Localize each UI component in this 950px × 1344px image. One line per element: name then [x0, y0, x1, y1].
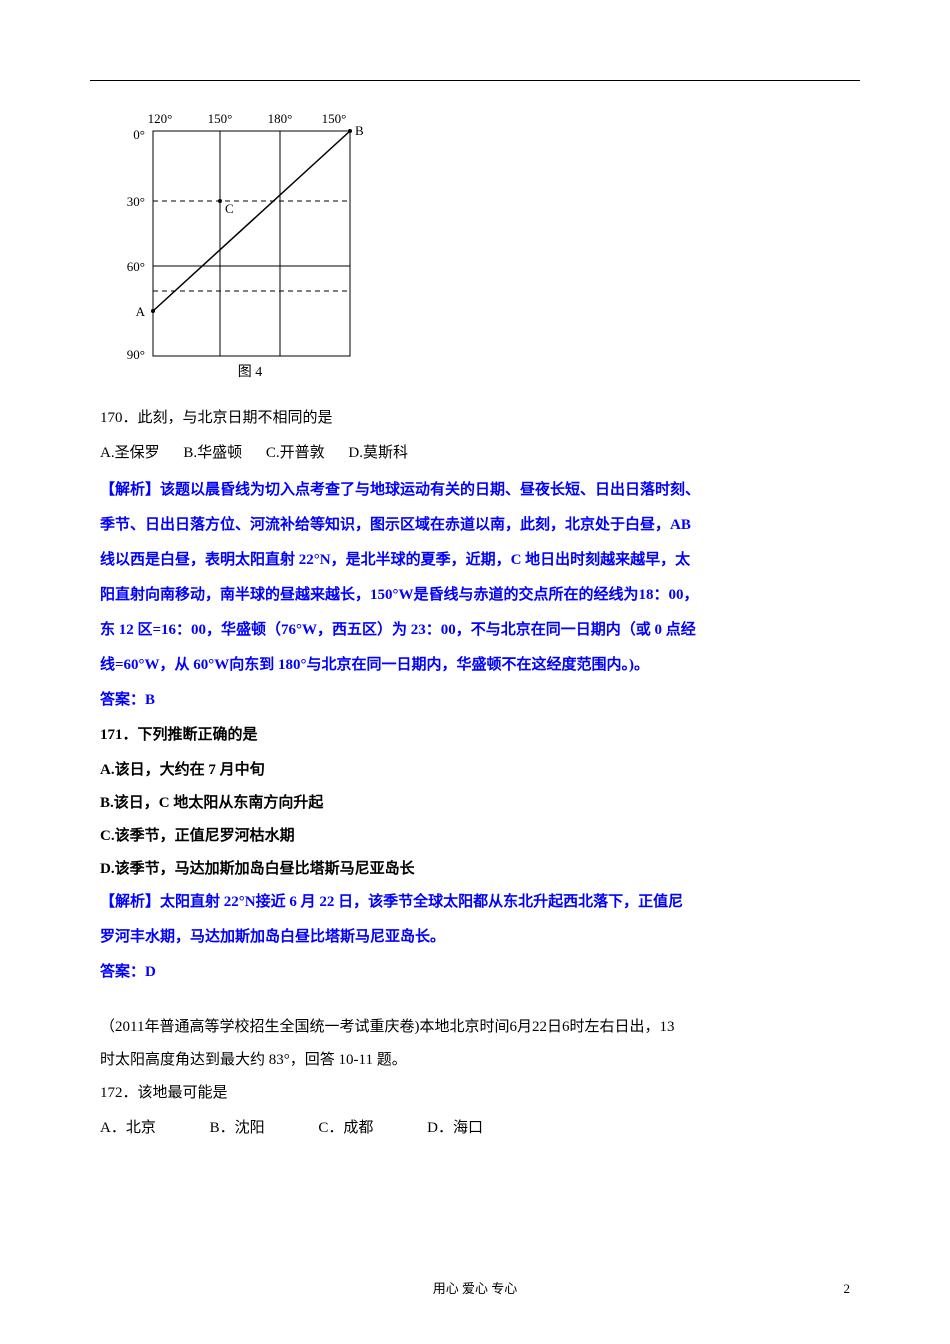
- footer-text: 用心 爱心 专心: [0, 1275, 950, 1304]
- lat-label-0: 0°: [133, 127, 145, 142]
- question-170: 170．此刻，与北京日期不相同的是: [100, 402, 850, 435]
- q172-num: 172．: [100, 1085, 138, 1101]
- lon-label-150b: 150°: [322, 111, 347, 126]
- q170-options: A.圣保罗 B.华盛顿 C.开普敦 D.莫斯科: [100, 437, 850, 470]
- analysis-170-line2: 季节、日出日落方位、河流补给等知识，图示区域在赤道以南，此刻，北京处于白昼，AB: [100, 509, 850, 542]
- point-b-label: B: [355, 123, 364, 138]
- answer-170: 答案：B: [100, 684, 850, 717]
- point-c-label: C: [225, 201, 234, 216]
- q172-text: 该地最可能是: [138, 1085, 228, 1101]
- question-171: 171．下列推断正确的是: [100, 719, 850, 752]
- q170-opt-c: C.开普敦: [266, 445, 325, 461]
- q172-opt-a: A．北京: [100, 1112, 156, 1145]
- analysis-171-label: 【解析】: [100, 894, 160, 910]
- analysis-170-line1: 【解析】该题以晨昏线为切入点考查了与地球运动有关的日期、昼夜长短、日出日落时刻、: [100, 474, 850, 507]
- q170-opt-d: D.莫斯科: [348, 445, 408, 461]
- q171-opt-d: D.该季节，马达加斯加岛白昼比塔斯马尼亚岛长: [100, 853, 850, 886]
- answer-171-value: D: [145, 964, 156, 980]
- answer-value: B: [145, 692, 155, 708]
- page-number: 2: [844, 1275, 851, 1304]
- analysis-171-line2: 罗河丰水期，马达加斯加岛白昼比塔斯马尼亚岛长。: [100, 921, 850, 954]
- analysis-170-line3: 线以西是白昼，表明太阳直射 22°N，是北半球的夏季，近期，C 地日出时刻越来越…: [100, 544, 850, 577]
- lat-label-30: 30°: [127, 194, 145, 209]
- top-divider: [90, 80, 860, 81]
- answer-label: 答案：: [100, 692, 145, 708]
- analysis-170-line5: 东 12 区=16：00，华盛顿（76°W，西五区）为 23：00，不与北京在同…: [100, 614, 850, 647]
- chart-svg: 120° 150° 180° 150° B 0° 30° 60° A 90° C: [110, 111, 370, 381]
- context-line1: （2011年普通高等学校招生全国统一考试重庆卷)本地北京时间6月22日6时左右日…: [100, 1011, 850, 1044]
- diagonal-line-ab: [153, 131, 350, 311]
- answer-171-label: 答案：: [100, 964, 145, 980]
- analysis-text-1: 该题以晨昏线为切入点考查了与地球运动有关的日期、昼夜长短、日出日落时刻、: [160, 482, 700, 498]
- q170-text: 此刻，与北京日期不相同的是: [138, 410, 333, 426]
- q172-opt-b: B．沈阳: [210, 1112, 265, 1145]
- q170-opt-a: A.圣保罗: [100, 445, 160, 461]
- analysis-170-line4: 阳直射向南移动，南半球的昼越来越长，150°W是昏线与赤道的交点所在的经线为18…: [100, 579, 850, 612]
- q171-text: 下列推断正确的是: [138, 727, 258, 743]
- point-a-label: A: [136, 304, 146, 319]
- lat-label-60: 60°: [127, 259, 145, 274]
- q170-opt-b: B.华盛顿: [183, 445, 242, 461]
- chart-border: [153, 131, 350, 356]
- analysis-170-line6: 线=60°W，从 60°W向东到 180°与北京在同一日期内，华盛顿不在这经度范…: [100, 649, 850, 682]
- analysis-171-line1: 【解析】太阳直射 22°N接近 6 月 22 日，该季节全球太阳都从东北升起西北…: [100, 886, 850, 919]
- analysis-170-section: 【解析】该题以晨昏线为切入点考查了与地球运动有关的日期、昼夜长短、日出日落时刻、…: [100, 474, 850, 717]
- answer-171: 答案：D: [100, 956, 850, 989]
- point-b-marker: [348, 129, 352, 133]
- lon-label-120: 120°: [148, 111, 173, 126]
- q172-opt-c: C．成都: [318, 1112, 373, 1145]
- point-c-marker: [218, 199, 222, 203]
- lat-label-90: 90°: [127, 347, 145, 362]
- analysis-171-text1: 太阳直射 22°N接近 6 月 22 日，该季节全球太阳都从东北升起西北落下，正…: [160, 894, 683, 910]
- q170-num: 170．: [100, 410, 138, 426]
- q172-options: A．北京 B．沈阳 C．成都 D．海口: [100, 1112, 850, 1145]
- q172-opt-d: D．海口: [427, 1112, 483, 1145]
- chart-caption: 图 4: [238, 365, 263, 380]
- q171-opt-a: A.该日，大约在 7 月中旬: [100, 754, 850, 787]
- lon-label-150: 150°: [208, 111, 233, 126]
- context-line2: 时太阳高度角达到最大约 83°，回答 10-11 题。: [100, 1044, 850, 1077]
- q171-num: 171．: [100, 727, 138, 743]
- chart-figure-4: 120° 150° 180° 150° B 0° 30° 60° A 90° C: [110, 111, 850, 394]
- question-172: 172．该地最可能是: [100, 1077, 850, 1110]
- point-a-marker: [151, 309, 155, 313]
- analysis-label: 【解析】: [100, 482, 160, 498]
- q171-opt-b: B.该日，C 地太阳从东南方向升起: [100, 787, 850, 820]
- spacer: [100, 991, 850, 1011]
- lon-label-180: 180°: [268, 111, 293, 126]
- q171-opt-c: C.该季节，正值尼罗河枯水期: [100, 820, 850, 853]
